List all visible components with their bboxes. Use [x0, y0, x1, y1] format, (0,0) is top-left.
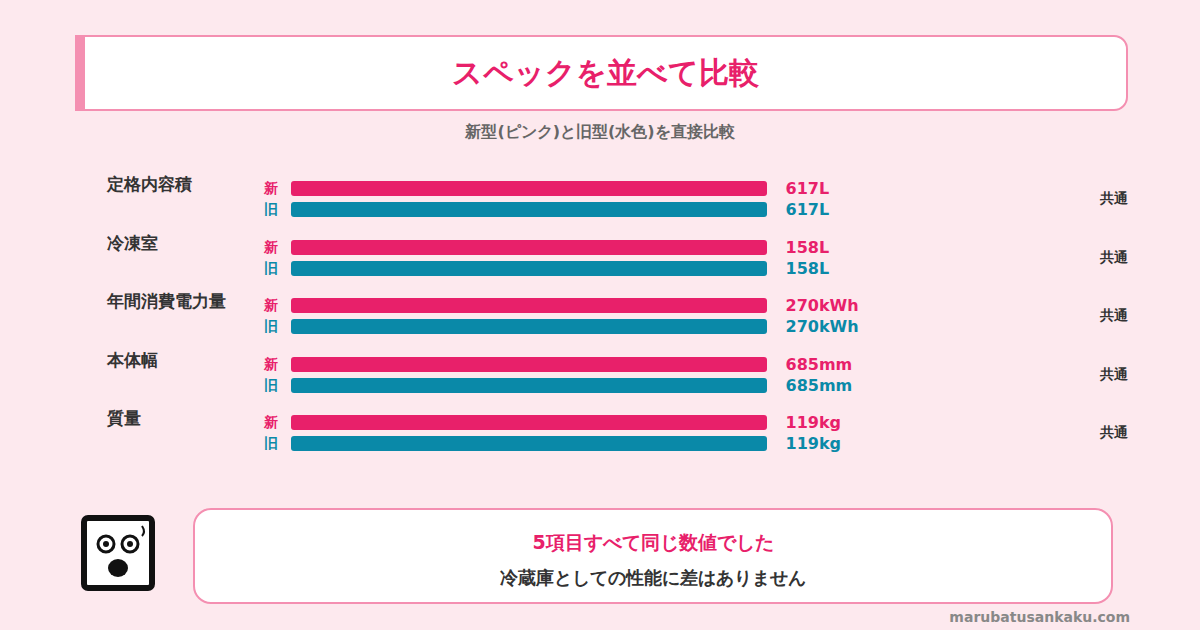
html-text:本体幅: 本体幅	[107, 349, 158, 370]
html-text:定格内容積: 定格内容積	[107, 174, 192, 194]
svg-text:旧: 旧	[264, 377, 278, 393]
svg-text:旧: 旧	[264, 260, 278, 276]
html-text:冷蔵庫としての性能に差はありません: 冷蔵庫としての性能に差はありません	[500, 567, 806, 588]
svg-text:617L: 617L	[786, 200, 830, 219]
html-text:共通: 共通	[1100, 424, 1128, 440]
svg-text:旧: 旧	[264, 318, 278, 334]
svg-text:270kWh: 270kWh	[786, 317, 859, 336]
svg-text:119kg: 119kg	[786, 413, 842, 432]
svg-text:旧: 旧	[264, 201, 278, 217]
svg-text:158L: 158L	[786, 259, 830, 278]
html-text:冷凍室: 冷凍室	[107, 232, 158, 253]
html-text:質量: 質量	[107, 408, 141, 428]
svg-text:新: 新	[263, 297, 278, 313]
html-text:共通: 共通	[1100, 365, 1128, 382]
svg-text:617L: 617L	[786, 179, 830, 198]
svg-text:新: 新	[263, 414, 278, 430]
svg-text:119kg: 119kg	[786, 434, 842, 453]
html-text:共通: 共通	[1100, 307, 1128, 323]
svg-text:新: 新	[263, 239, 278, 255]
html-text:共通: 共通	[1100, 190, 1128, 206]
html-text:marubatusankaku.com: marubatusankaku.com	[949, 609, 1130, 625]
svg-text:旧: 旧	[264, 435, 278, 451]
html-text:スペックを並べて比較: スペックを並べて比較	[452, 54, 759, 90]
svg-text:270kWh: 270kWh	[786, 296, 859, 315]
html-text:共通: 共通	[1100, 248, 1128, 265]
svg-text:685mm: 685mm	[786, 355, 853, 374]
html-text:新型(ピンク)と旧型(水色)を直接比較: 新型(ピンク)と旧型(水色)を直接比較	[465, 122, 735, 141]
svg-text:新: 新	[263, 356, 278, 372]
svg-text:新: 新	[263, 180, 278, 196]
html-text:年間消費電力量: 年間消費電力量	[107, 291, 226, 311]
svg-text:158L: 158L	[786, 238, 830, 257]
html-text:5項目すべて同じ数値でした: 5項目すべて同じ数値でした	[532, 531, 774, 553]
svg-text:685mm: 685mm	[786, 376, 853, 395]
